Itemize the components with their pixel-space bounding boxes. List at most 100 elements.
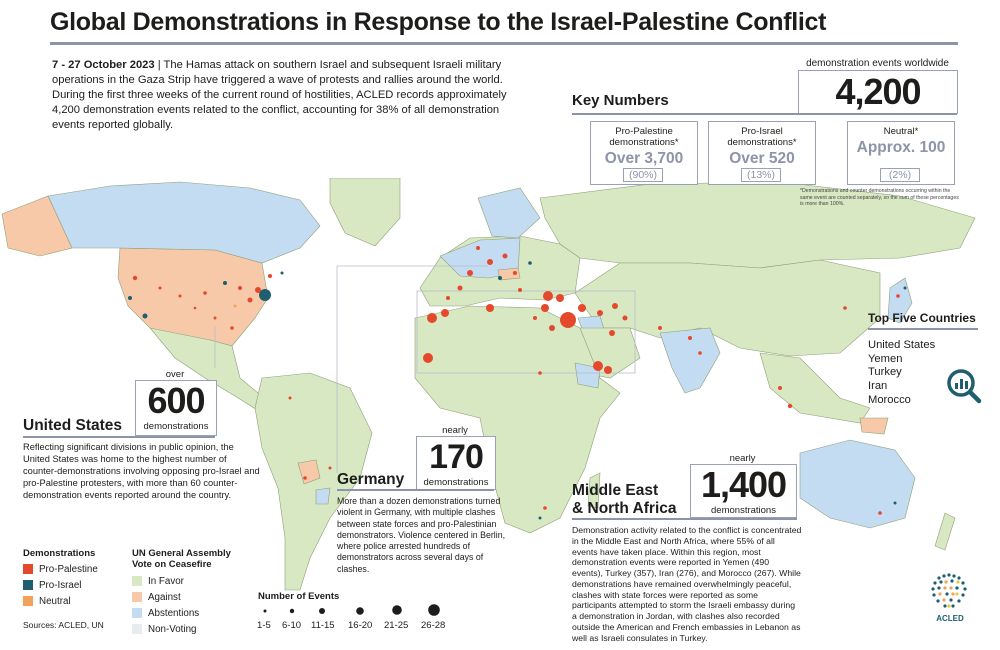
- marker-pro-palestine: [538, 371, 542, 375]
- swatch-in-favor: [132, 576, 142, 586]
- chart-magnifier-icon: [947, 369, 982, 404]
- marker-pro-palestine: [543, 506, 547, 510]
- acled-logo-text: ACLED: [936, 614, 964, 623]
- marker-pro-palestine: [238, 286, 242, 290]
- marker-pro-palestine: [158, 286, 162, 290]
- marker-pro-palestine: [843, 306, 847, 310]
- marker-pro-palestine: [457, 285, 463, 291]
- marker-pro-palestine: [518, 288, 522, 292]
- top-five-rule: [868, 328, 978, 330]
- worldwide-box: 4,200: [798, 70, 958, 114]
- marker-pro-israel: [498, 276, 502, 280]
- marker-pro-palestine: [446, 296, 450, 300]
- legend-item-neutral: Neutral: [23, 593, 98, 609]
- size-label: 11-15: [311, 620, 335, 631]
- germany-title: Germany: [337, 471, 405, 488]
- marker-pro-palestine: [549, 325, 555, 331]
- size-symbol: [263, 609, 267, 613]
- marker-pro-palestine: [476, 246, 480, 250]
- country-ethiopia: [574, 362, 601, 389]
- card-pct: (2%): [880, 168, 920, 182]
- card-label: Neutral*: [883, 126, 919, 137]
- card-value: Over 520: [729, 150, 795, 168]
- legend-label: Abstentions: [148, 607, 200, 619]
- marker-pro-palestine: [787, 403, 793, 409]
- germany-qualifier: nearly: [442, 425, 468, 436]
- country-uruguay: [315, 487, 331, 505]
- marker-neutral: [233, 304, 237, 308]
- marker-pro-palestine: [593, 361, 603, 371]
- card-value: Approx. 100: [856, 139, 946, 157]
- country-india: [659, 327, 721, 394]
- us-qualifier: over: [165, 369, 185, 380]
- marker-pro-palestine: [609, 330, 615, 336]
- continents: [1, 178, 976, 591]
- top-five-item: Morocco: [868, 393, 911, 406]
- marker-pro-israel: [893, 501, 897, 505]
- mena-description: Demonstration activity related to the co…: [572, 525, 802, 643]
- marker-pro-palestine: [502, 253, 508, 259]
- marker-pro-palestine: [513, 271, 517, 275]
- size-symbol: [392, 605, 402, 615]
- demonstration-markers: [128, 246, 907, 520]
- legend-item-abstentions: Abstentions: [132, 605, 199, 621]
- marker-pro-palestine: [487, 259, 493, 265]
- marker-pro-israel: [903, 286, 907, 290]
- marker-pro-israel: [223, 281, 227, 285]
- country-madagascar: [587, 472, 601, 509]
- marker-pro-palestine: [622, 315, 628, 321]
- acled-globe-logo: [931, 573, 967, 608]
- swatch-pro-palestine: [23, 564, 33, 574]
- legend-item-non-voting: Non-Voting: [132, 621, 199, 637]
- mena-value: 1,400: [700, 464, 787, 505]
- germany-number-box: 170 demonstrations: [416, 436, 496, 490]
- region-south-america: [254, 372, 373, 591]
- size-label: 26-28: [421, 620, 446, 631]
- region-alaska: [1, 195, 73, 257]
- key-numbers-footnote: *Demonstrations and counter demonstratio…: [800, 188, 959, 207]
- country-png: [859, 417, 889, 435]
- marker-pro-palestine: [541, 304, 549, 312]
- legend-size-symbols: [263, 604, 440, 616]
- callout-lines: [214, 265, 636, 473]
- world-map: [1, 178, 976, 591]
- legend-label: Pro-Palestine: [39, 563, 98, 575]
- marker-pro-palestine: [556, 294, 564, 302]
- marker-pro-palestine: [213, 316, 217, 320]
- mena-unit: demonstrations: [711, 505, 776, 516]
- intro-body: The Hamas attack on southern Israel and …: [52, 59, 507, 131]
- mena-zoom-box: [416, 290, 636, 374]
- marker-pro-palestine: [288, 396, 292, 400]
- marker-pro-palestine: [467, 270, 473, 276]
- card-value: Over 3,700: [604, 150, 684, 168]
- country-new-zealand: [934, 512, 956, 551]
- marker-pro-palestine: [533, 316, 537, 320]
- country-japan: [887, 277, 913, 324]
- marker-pro-palestine: [423, 353, 433, 363]
- top-five-item: United States: [868, 339, 936, 351]
- marker-pro-palestine: [441, 309, 449, 317]
- us-value: 600: [147, 380, 205, 421]
- legend-item-pro-israel: Pro-Israel: [23, 577, 98, 593]
- marker-pro-israel: [538, 516, 542, 520]
- size-symbol: [428, 604, 440, 616]
- intro-paragraph: 7 - 27 October 2023 | The Hamas attack o…: [52, 58, 507, 133]
- sources: Sources: ACLED, UN: [23, 620, 104, 630]
- legend-label: Non-Voting: [148, 623, 197, 635]
- swatch-pro-israel: [23, 580, 33, 590]
- card-pct-neutral: (2%): [847, 168, 953, 182]
- title-rule: [50, 42, 958, 45]
- marker-pro-palestine: [486, 304, 494, 312]
- marker-pro-israel: [142, 313, 148, 319]
- top-five-list: United States Yemen Turkey Iran Morocco: [868, 339, 935, 407]
- size-label: 16-20: [348, 620, 373, 631]
- legend-label: Neutral: [39, 595, 71, 607]
- mena-number-box: 1,400 demonstrations: [690, 464, 797, 518]
- mena-title-line1: Middle East: [572, 482, 659, 499]
- marker-pro-palestine: [560, 312, 576, 328]
- country-usa: [117, 247, 269, 347]
- marker-pro-israel: [128, 296, 132, 300]
- germany-unit: demonstrations: [423, 477, 489, 488]
- us-title: United States: [23, 417, 123, 434]
- legend-item-in-favor: In Favor: [132, 573, 199, 589]
